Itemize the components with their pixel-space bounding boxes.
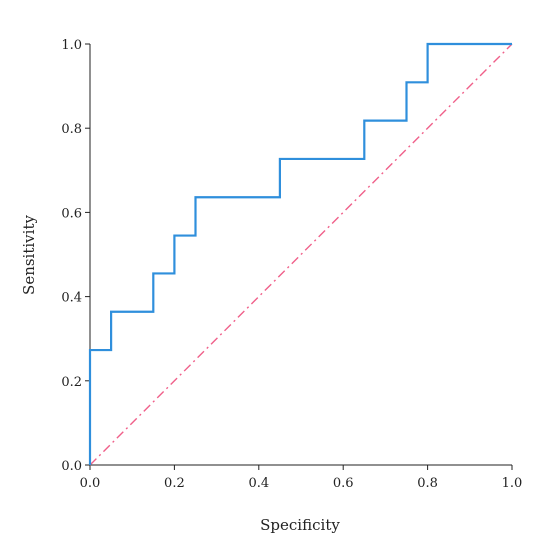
y-tick-label: 0.0	[61, 459, 82, 474]
x-tick-label: 0.0	[80, 476, 101, 491]
reference-diagonal-line	[89, 43, 513, 466]
x-tick-label: 0.4	[248, 476, 269, 491]
y-tick-label: 0.4	[61, 291, 82, 306]
x-tick-label: 0.2	[164, 476, 185, 491]
y-axis-title: Sensitivity	[20, 215, 38, 295]
y-tick-label: 0.2	[61, 375, 82, 390]
series-layer	[88, 42, 513, 466]
y-tick-label: 0.6	[61, 206, 82, 221]
x-tick-label: 1.0	[502, 476, 523, 491]
x-tick-label: 0.8	[417, 476, 438, 491]
y-tick-label: 0.8	[61, 122, 82, 137]
axes: 0.0 0.2 0.4 0.6 0.8 1.0 0.0 0.2 0.4 0.6 0.8 1.0	[61, 38, 522, 491]
y-tick-label: 1.0	[61, 38, 82, 53]
x-axis-title: Specificity	[260, 516, 340, 534]
x-tick-label: 0.6	[333, 476, 354, 491]
roc-curve-line	[88, 42, 512, 465]
